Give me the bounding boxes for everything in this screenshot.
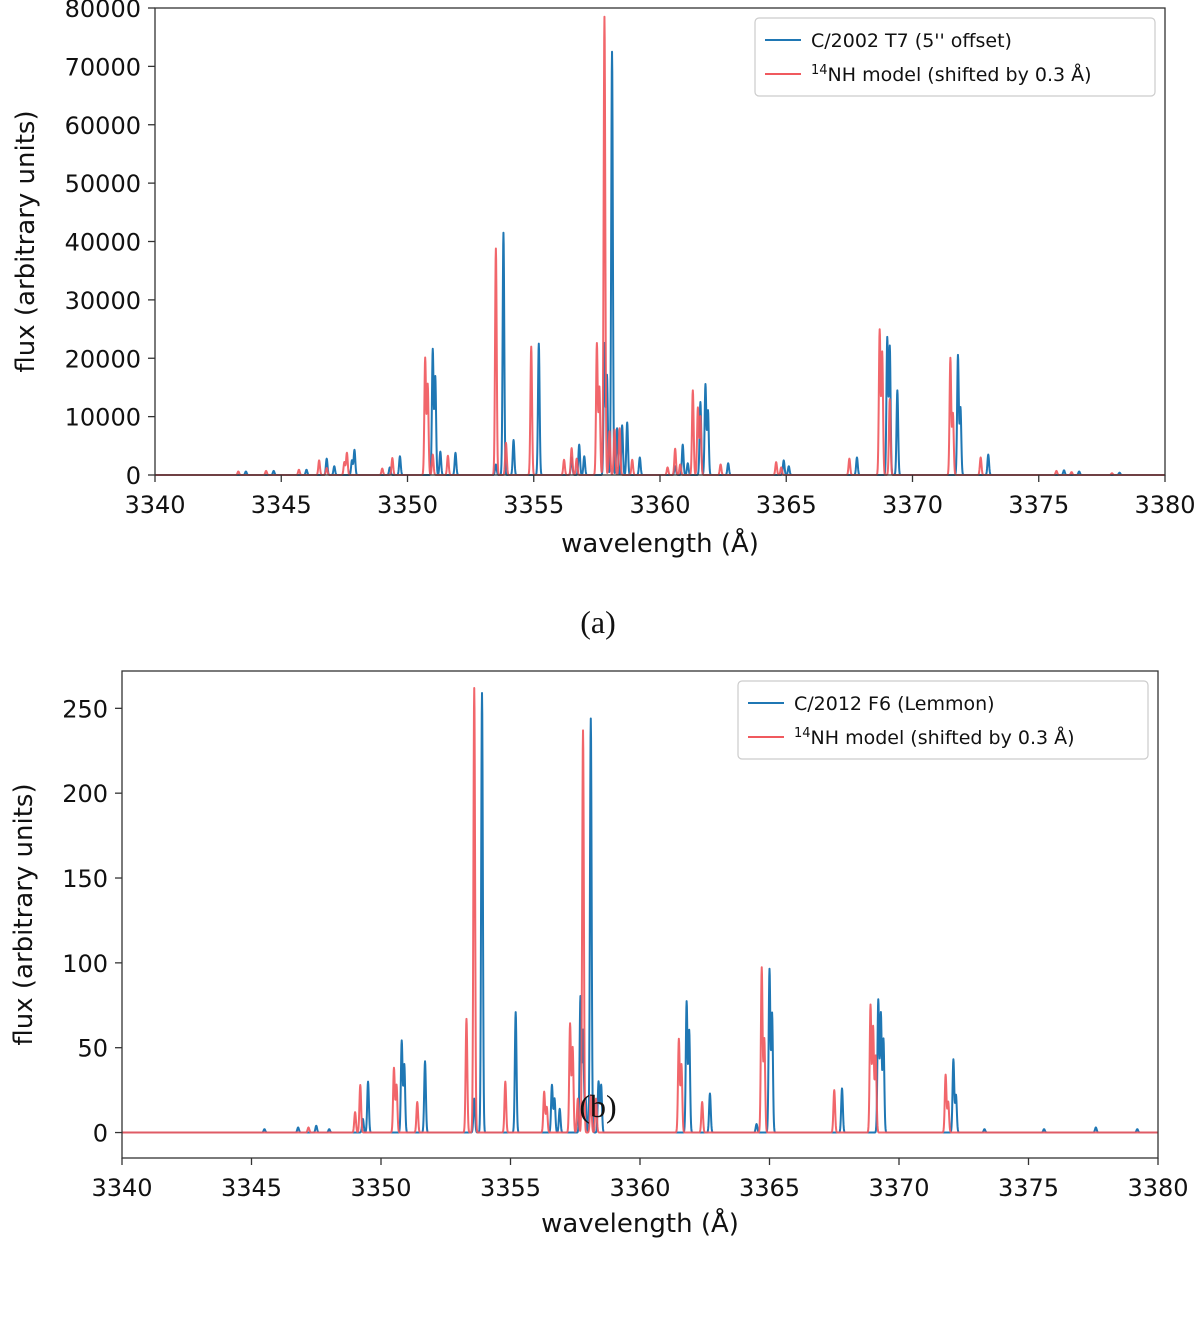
panel-b-y-tick-label: 150 — [62, 865, 108, 893]
panel-b-y-tick-label: 200 — [62, 780, 108, 808]
panel-b-caption: (b) — [579, 1088, 616, 1124]
panel-a-y-axis-label: flux (arbitrary units) — [11, 110, 41, 372]
panel-a-legend: C/2002 T7 (5'' offset) 14NH model (shift… — [754, 17, 1156, 97]
panel-a-legend-box — [754, 17, 1156, 97]
panel-b-y-tick-label: 100 — [62, 950, 108, 978]
panel-b-x-tick-label: 3375 — [998, 1174, 1059, 1202]
panel-a-y-tick-label: 20000 — [65, 345, 141, 373]
panel-a-x-tick-label: 3345 — [251, 491, 312, 519]
panel-a-x-axis-label: wavelength (Å) — [561, 527, 759, 559]
panel-b-x-axis-label: wavelength (Å) — [541, 1207, 739, 1239]
panel-a-y-tick-label: 70000 — [65, 53, 141, 81]
panel-b-legend-box — [737, 680, 1149, 760]
panel-a-series-comet-line — [154, 50, 1166, 476]
panel-b-legend-label-comet: C/2012 F6 (Lemmon) — [794, 693, 995, 715]
panel-b-x-tick-label: 3340 — [91, 1174, 152, 1202]
panel-a-y-tick-label: 0 — [126, 462, 141, 490]
panel-b-legend-label-model: 14NH model (shifted by 0.3 Å) — [794, 726, 1075, 749]
panel-b-x-tick-label: 3355 — [480, 1174, 541, 1202]
panel-a-y-tick-label: 50000 — [65, 170, 141, 198]
panel-a-x-tick-label: 3350 — [377, 491, 438, 519]
panel-b-x-tick-label: 3350 — [350, 1174, 411, 1202]
panel-a-x-tick-label: 3360 — [629, 491, 690, 519]
panel-a-chart: 3340 3345 3350 3355 3360 3365 3370 3375 3380 0 100… — [11, 0, 1196, 640]
panel-b-chart: 3340 3345 3350 3355 3360 3365 3370 3375 3380 0 50 1… — [9, 670, 1189, 1239]
panel-a-x-tick-label: 3370 — [882, 491, 943, 519]
panel-a-x-tick-label: 3380 — [1134, 491, 1195, 519]
panel-b-x-tick-label: 3365 — [739, 1174, 800, 1202]
panel-a-y-tick-label: 10000 — [65, 404, 141, 432]
panel-a-x-tick-label: 3355 — [503, 491, 564, 519]
panel-b-legend: C/2012 F6 (Lemmon) 14NH model (shifted b… — [737, 680, 1149, 760]
panel-a-y-tick-label: 60000 — [65, 112, 141, 140]
panel-b-x-tick-label: 3370 — [868, 1174, 929, 1202]
panel-a-legend-label-comet: C/2002 T7 (5'' offset) — [811, 30, 1012, 52]
panel-b-x-tick-label: 3345 — [221, 1174, 282, 1202]
panel-a-x-tick-label: 3375 — [1008, 491, 1069, 519]
panel-b-x-tick-label: 3360 — [609, 1174, 670, 1202]
panel-b-y-tick-label: 250 — [62, 695, 108, 723]
panel-a-y-tick-label: 40000 — [65, 229, 141, 257]
panel-b-y-tick-label: 50 — [77, 1035, 108, 1063]
panel-b-y-tick-label: 0 — [93, 1120, 108, 1148]
panel-a-x-tick-label: 3365 — [756, 491, 817, 519]
panel-b-axis-ticks: 3340 3345 3350 3355 3360 3365 3370 3375 3380 0 50 1… — [62, 695, 1188, 1202]
panel-b-x-tick-label: 3380 — [1127, 1174, 1188, 1202]
panel-a-caption: (a) — [580, 604, 616, 640]
panel-b-series-model-line — [121, 686, 1159, 1134]
panel-a-x-tick-label: 3340 — [124, 491, 185, 519]
panel-a-y-tick-label: 30000 — [65, 287, 141, 315]
panel-a-legend-label-model: 14NH model (shifted by 0.3 Å) — [811, 63, 1092, 86]
panel-b-y-axis-label: flux (arbitrary units) — [9, 783, 39, 1045]
panel-b-series-lines — [121, 686, 1159, 1134]
panel-a-y-tick-label: 80000 — [65, 0, 141, 23]
panel-a-axis-ticks: 3340 3345 3350 3355 3360 3365 3370 3375 3380 0 100… — [65, 0, 1196, 519]
